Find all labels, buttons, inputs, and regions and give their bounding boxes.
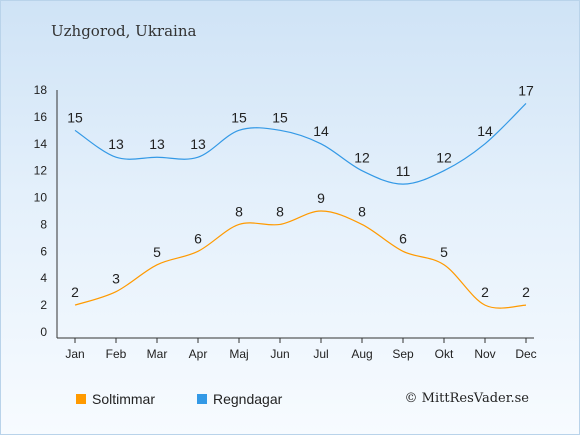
data-label-soltimmar: 8 [276,203,284,219]
x-tick-label: Feb [106,347,127,361]
data-label-regndagar: 13 [190,136,206,152]
y-tick-label: 12 [34,164,48,178]
x-tick-label: Jun [270,347,289,361]
x-tick-label: Aug [351,347,372,361]
data-label-regndagar: 15 [67,109,83,125]
data-label-regndagar: 15 [231,109,247,125]
series-line-soltimmar [74,210,527,309]
data-label-soltimmar: 9 [317,190,325,206]
data-labels: 2 3 5 6 8 8 9 8 6 5 2 2 15 13 13 13 15 15 14 12 11 12 14 17 [67,82,534,300]
data-label-soltimmar: 8 [358,203,366,219]
x-tick-label: Mar [147,347,168,361]
y-tick-label: 14 [34,137,48,151]
series-lines [74,103,527,309]
line-chart: 0 2 4 6 8 10 12 14 16 18 Jan Feb Mar Apr Maj Jun Jul Aug S… [34,82,537,361]
x-tick-label: Jan [65,347,84,361]
axes [56,90,534,343]
y-tick-label: 2 [40,298,47,312]
data-label-regndagar: 13 [149,136,165,152]
data-label-soltimmar: 2 [522,284,530,300]
chart-title: Uzhgorod, Ukraina [51,22,197,40]
y-tick-label: 18 [34,83,48,97]
x-tick-label: Jul [313,347,328,361]
y-tick-label: 10 [34,191,48,205]
y-tick-label: 4 [40,271,47,285]
x-tick-label: Maj [229,347,248,361]
data-label-soltimmar: 8 [235,203,243,219]
data-label-soltimmar: 6 [399,230,407,246]
legend-label-regndagar: Regndagar [213,391,283,407]
data-label-regndagar: 11 [396,163,411,179]
y-tick-label: 6 [40,244,47,258]
y-tick-label: 16 [34,110,48,124]
x-tick-label: Dec [515,347,536,361]
credit-text: © MittResVader.se [404,391,529,406]
data-label-soltimmar: 5 [153,244,161,260]
y-tick-label: 0 [40,325,47,339]
tick-labels: 0 2 4 6 8 10 12 14 16 18 Jan Feb Mar Apr Maj Jun Jul Aug S… [34,83,537,361]
data-label-regndagar: 12 [436,150,452,166]
data-label-regndagar: 15 [272,109,288,125]
legend-item-regndagar: Regndagar [197,391,282,407]
data-label-soltimmar: 2 [71,284,79,300]
data-label-regndagar: 14 [477,123,493,139]
data-label-regndagar: 14 [313,123,329,139]
data-label-regndagar: 13 [108,136,124,152]
data-label-regndagar: 12 [354,150,370,166]
legend-label-soltimmar: Soltimmar [92,391,156,407]
y-tick-label: 8 [40,217,47,231]
x-tick-label: Sep [392,347,414,361]
data-label-soltimmar: 5 [440,244,448,260]
regndagar-swatch [197,394,207,404]
data-label-soltimmar: 2 [481,284,489,300]
data-label-soltimmar: 3 [112,271,120,287]
x-tick-label: Okt [435,347,454,361]
x-tick-label: Apr [189,347,208,361]
data-label-regndagar: 17 [518,82,534,98]
series-line-regndagar [74,103,527,185]
x-tick-label: Nov [474,347,495,361]
data-label-soltimmar: 6 [194,230,202,246]
legend-item-soltimmar: Soltimmar [76,391,155,407]
soltimmar-swatch [76,394,86,404]
